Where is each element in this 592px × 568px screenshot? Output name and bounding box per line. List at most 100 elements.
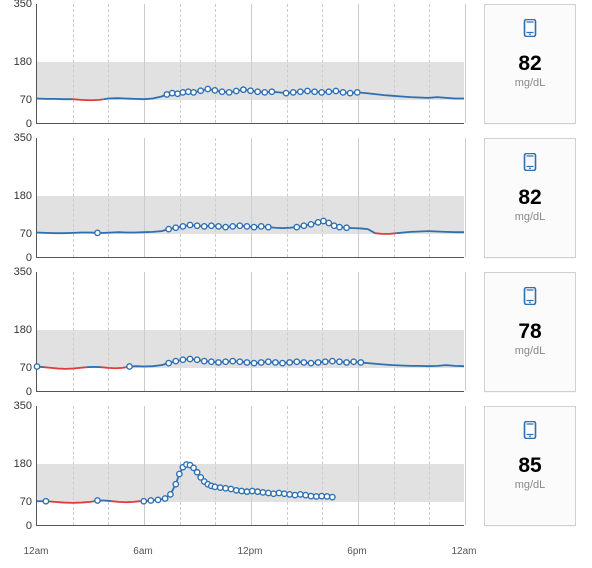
y-tick-label: 180: [14, 324, 32, 336]
glucose-point: [337, 224, 342, 229]
glucose-point: [166, 360, 171, 365]
glucose-point: [223, 486, 228, 491]
glucose-line: [396, 231, 464, 233]
average-value: 78: [518, 320, 541, 344]
glucose-point: [308, 360, 313, 365]
glucose-point: [127, 364, 132, 369]
x-axis-labels: 12am6am12pm6pm12am: [36, 546, 464, 560]
glucose-point: [95, 498, 100, 503]
glucose-point: [194, 223, 199, 228]
glucose-point: [258, 224, 263, 229]
y-axis-labels: 070180350: [4, 406, 34, 526]
gridline-major: [465, 272, 466, 391]
glucose-point: [186, 89, 191, 94]
glucose-point: [168, 492, 173, 497]
glucose-line-svg: [37, 4, 464, 123]
glucose-point: [303, 492, 308, 497]
y-tick-label: 0: [26, 386, 32, 398]
glucose-line-low: [44, 367, 87, 369]
glucose-point: [244, 224, 249, 229]
plot-area: [36, 272, 464, 392]
glucose-point: [244, 489, 249, 494]
glucose-point: [241, 87, 246, 92]
glucose-point: [234, 88, 239, 93]
glucose-point: [212, 484, 217, 489]
glucose-point: [191, 90, 196, 95]
glucose-point: [218, 485, 223, 490]
glucose-point: [202, 224, 207, 229]
y-tick-label: 350: [14, 266, 32, 278]
glucose-point: [237, 223, 242, 228]
unit-label: mg/dL: [515, 77, 546, 89]
y-tick-label: 70: [20, 94, 32, 106]
summary-card: 82mg/dL: [484, 4, 576, 124]
y-tick-label: 180: [14, 458, 32, 470]
glucose-point: [344, 225, 349, 230]
glucose-point: [319, 90, 324, 95]
glucose-point: [205, 86, 210, 91]
summary-card: 82mg/dL: [484, 138, 576, 258]
x-tick-label: 12am: [451, 546, 476, 557]
glucose-chart: 070180350: [6, 138, 464, 258]
glucose-point: [287, 492, 292, 497]
y-axis-labels: 070180350: [4, 4, 34, 124]
glucose-point: [294, 359, 299, 364]
glucose-point: [177, 471, 182, 476]
day-row: 070180350 82mg/dL: [6, 138, 586, 258]
glucose-point: [355, 90, 360, 95]
glucose-point: [319, 493, 324, 498]
y-axis-labels: 070180350: [4, 138, 34, 258]
day-row: 07018035012am6am12pm6pm12am 85mg/dL: [6, 406, 586, 544]
glucose-line-low: [73, 99, 104, 100]
glucose-point: [219, 89, 224, 94]
glucose-point: [187, 356, 192, 361]
glucose-line-low: [112, 501, 140, 502]
average-value: 82: [518, 186, 541, 210]
glucose-point: [194, 470, 199, 475]
glucose-point: [95, 230, 100, 235]
plot-area: [36, 138, 464, 258]
y-axis-labels: 070180350: [4, 272, 34, 392]
glucose-point: [198, 88, 203, 93]
glucose-point: [155, 497, 160, 502]
glucose-point: [276, 490, 281, 495]
phone-icon: [523, 421, 537, 444]
glucose-line-svg: [37, 272, 464, 391]
glucose-point: [251, 224, 256, 229]
y-tick-label: 0: [26, 252, 32, 264]
glucose-point: [166, 226, 171, 231]
summary-card: 78mg/dL: [484, 272, 576, 392]
glucose-point: [173, 482, 178, 487]
glucose-point: [330, 494, 335, 499]
glucose-point: [333, 88, 338, 93]
glucose-point: [212, 88, 217, 93]
glucose-point: [170, 90, 175, 95]
glucose-line-low: [46, 501, 94, 503]
y-tick-label: 180: [14, 190, 32, 202]
glucose-point: [308, 493, 313, 498]
glucose-line-svg: [37, 138, 464, 257]
glucose-point: [216, 360, 221, 365]
glucose-line: [37, 99, 73, 100]
plot-area: [36, 4, 464, 124]
glucose-point: [187, 222, 192, 227]
glucose-point: [250, 488, 255, 493]
glucose-point: [326, 220, 331, 225]
glucose-point: [255, 89, 260, 94]
glucose-point: [248, 88, 253, 93]
glucose-point: [266, 224, 271, 229]
glucose-point: [344, 360, 349, 365]
glucose-point: [266, 359, 271, 364]
day-row: 070180350 82mg/dL: [6, 4, 586, 124]
average-value: 85: [518, 454, 541, 478]
glucose-point: [244, 360, 249, 365]
glucose-point: [173, 225, 178, 230]
glucose-point: [223, 224, 228, 229]
glucose-point: [321, 218, 326, 223]
glucose-chart: 07018035012am6am12pm6pm12am: [6, 406, 464, 544]
glucose-point: [230, 358, 235, 363]
glucose-point: [34, 364, 39, 369]
summary-card: 85mg/dL: [484, 406, 576, 526]
glucose-point: [234, 488, 239, 493]
y-tick-label: 70: [20, 228, 32, 240]
